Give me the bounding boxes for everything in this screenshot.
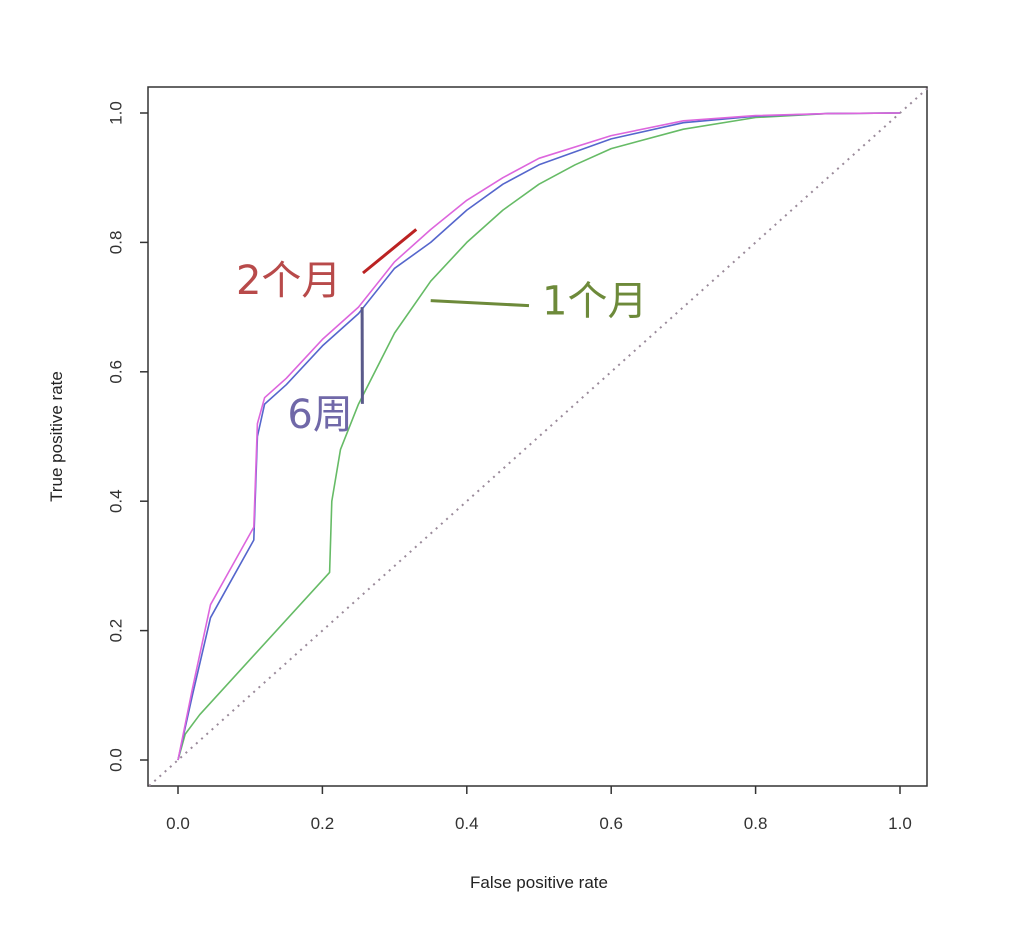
x-tick-label: 0.0: [166, 814, 190, 833]
x-axis-label: False positive rate: [470, 873, 608, 892]
annotation-pointer: [362, 228, 418, 275]
annotation-pointer: [430, 299, 530, 308]
roc-series-2: [177, 112, 901, 761]
x-tick-label: 0.8: [744, 814, 768, 833]
x-tick-label: 1.0: [888, 814, 912, 833]
roc-series-1: [177, 112, 901, 761]
plot-frame: [147, 86, 928, 787]
series-annotation: 6周: [287, 392, 352, 438]
ticks-layer: 0.0 0.2 0.4 0.6 0.8 1.0 0.0 0.2 0.4 0.6 0.8 1.0: [106, 101, 911, 833]
roc-series-0: [177, 112, 901, 761]
x-tick-label: 0.4: [455, 814, 479, 833]
series-annotation: 2个月: [236, 258, 341, 304]
x-tick-label: 0.6: [599, 814, 623, 833]
y-tick-label: 0.0: [106, 748, 125, 772]
y-tick-label: 0.8: [106, 231, 125, 255]
y-axis-label: True positive rate: [47, 371, 66, 502]
reference-diagonal: [148, 86, 930, 787]
series-annotation: 1个月: [542, 279, 647, 325]
y-tick-label: 0.4: [106, 489, 125, 513]
x-tick-label: 0.2: [311, 814, 335, 833]
y-tick-label: 1.0: [106, 101, 125, 125]
annotation-layer: 2个月 1个月 6周: [236, 228, 647, 438]
y-tick-label: 0.2: [106, 619, 125, 643]
y-tick-label: 0.6: [106, 360, 125, 384]
series-layer: [177, 112, 901, 761]
